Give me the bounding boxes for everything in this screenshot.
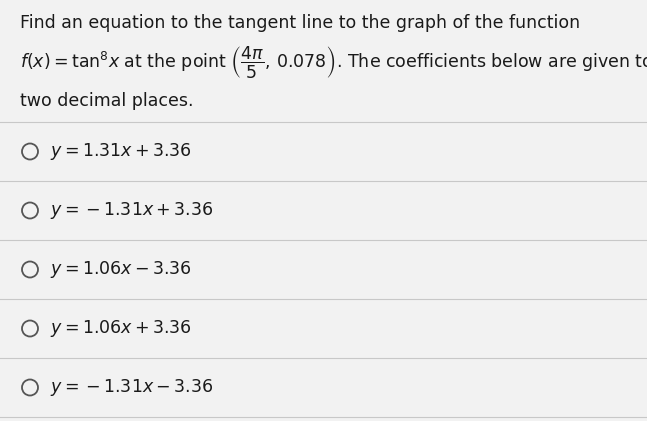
Text: $f(x) = \tan^{8}\!x$ at the point $\left(\dfrac{4\pi}{5},\,0.078\right)$. The co: $f(x) = \tan^{8}\!x$ at the point $\left…	[20, 44, 647, 80]
Text: $y = 1.06x - 3.36$: $y = 1.06x - 3.36$	[50, 259, 192, 280]
Text: $y = -1.31x + 3.36$: $y = -1.31x + 3.36$	[50, 200, 214, 221]
Text: $y = 1.31x + 3.36$: $y = 1.31x + 3.36$	[50, 141, 192, 162]
Text: $y = -1.31x - 3.36$: $y = -1.31x - 3.36$	[50, 377, 214, 398]
Text: two decimal places.: two decimal places.	[20, 92, 193, 110]
Text: $y = 1.06x + 3.36$: $y = 1.06x + 3.36$	[50, 318, 192, 339]
Text: Find an equation to the tangent line to the graph of the function: Find an equation to the tangent line to …	[20, 14, 580, 32]
